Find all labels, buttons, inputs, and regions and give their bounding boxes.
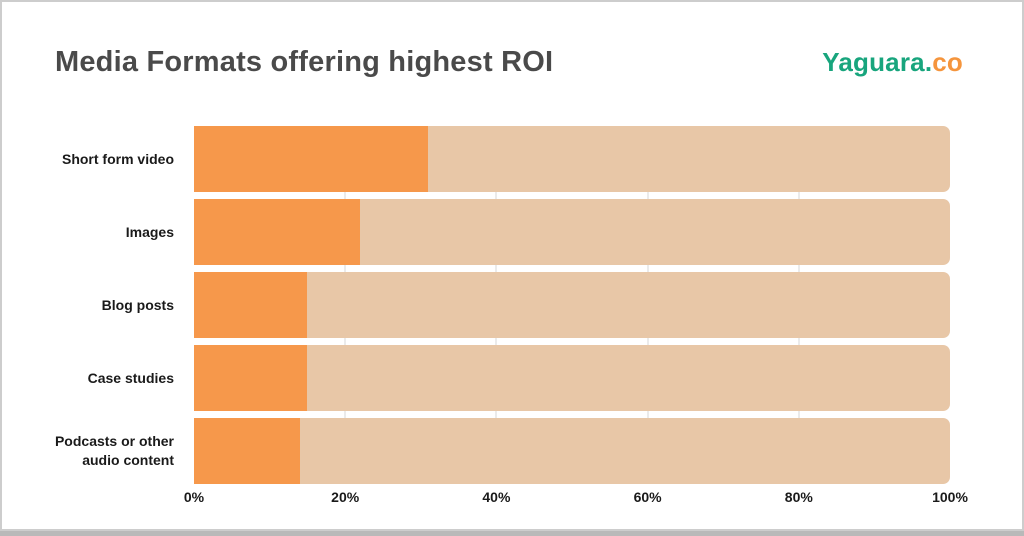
x-axis-tick-label: 20% (331, 489, 360, 505)
category-label: Case studies (87, 369, 174, 386)
chart-row: Podcasts or other audio content (2, 418, 1024, 484)
chart-row: Blog posts (2, 272, 1024, 338)
bar-fill (194, 345, 308, 411)
category-label: Images (125, 223, 174, 240)
card-shadow-band (0, 531, 1024, 536)
logo-text-secondary: co (932, 47, 963, 77)
bar-fill (194, 199, 361, 265)
bar-track (194, 418, 950, 484)
x-axis-tick-label: 0% (183, 489, 205, 505)
x-axis: 0% 20% 40% 60% 80% 100% (2, 489, 1024, 507)
bar-track (194, 345, 950, 411)
x-axis-tick-label: 60% (633, 489, 662, 505)
chart-row: Short form video (2, 126, 1024, 192)
bar-fill (194, 126, 429, 192)
chart-rows: Short form video Images Blog posts Case stu… (2, 126, 1024, 491)
category-label: Blog posts (101, 296, 174, 313)
chart-title: Media Formats offering highest ROI (55, 46, 554, 78)
yaguara-logo: Yaguara.co (822, 47, 963, 78)
category-label: Short form video (61, 150, 174, 167)
bar-fill (194, 272, 308, 338)
x-axis-tick-label: 40% (482, 489, 511, 505)
category-label: Podcasts or other audio content (54, 433, 174, 468)
bar-track (194, 126, 950, 192)
x-axis-tick-label: 100% (932, 489, 968, 505)
chart-row: Images (2, 199, 1024, 265)
chart-row: Case studies (2, 345, 1024, 411)
bar-track (194, 272, 950, 338)
logo-text-primary: Yaguara. (822, 47, 933, 77)
x-axis-tick-label: 80% (784, 489, 813, 505)
bar-fill (194, 418, 300, 484)
bar-track (194, 199, 950, 265)
